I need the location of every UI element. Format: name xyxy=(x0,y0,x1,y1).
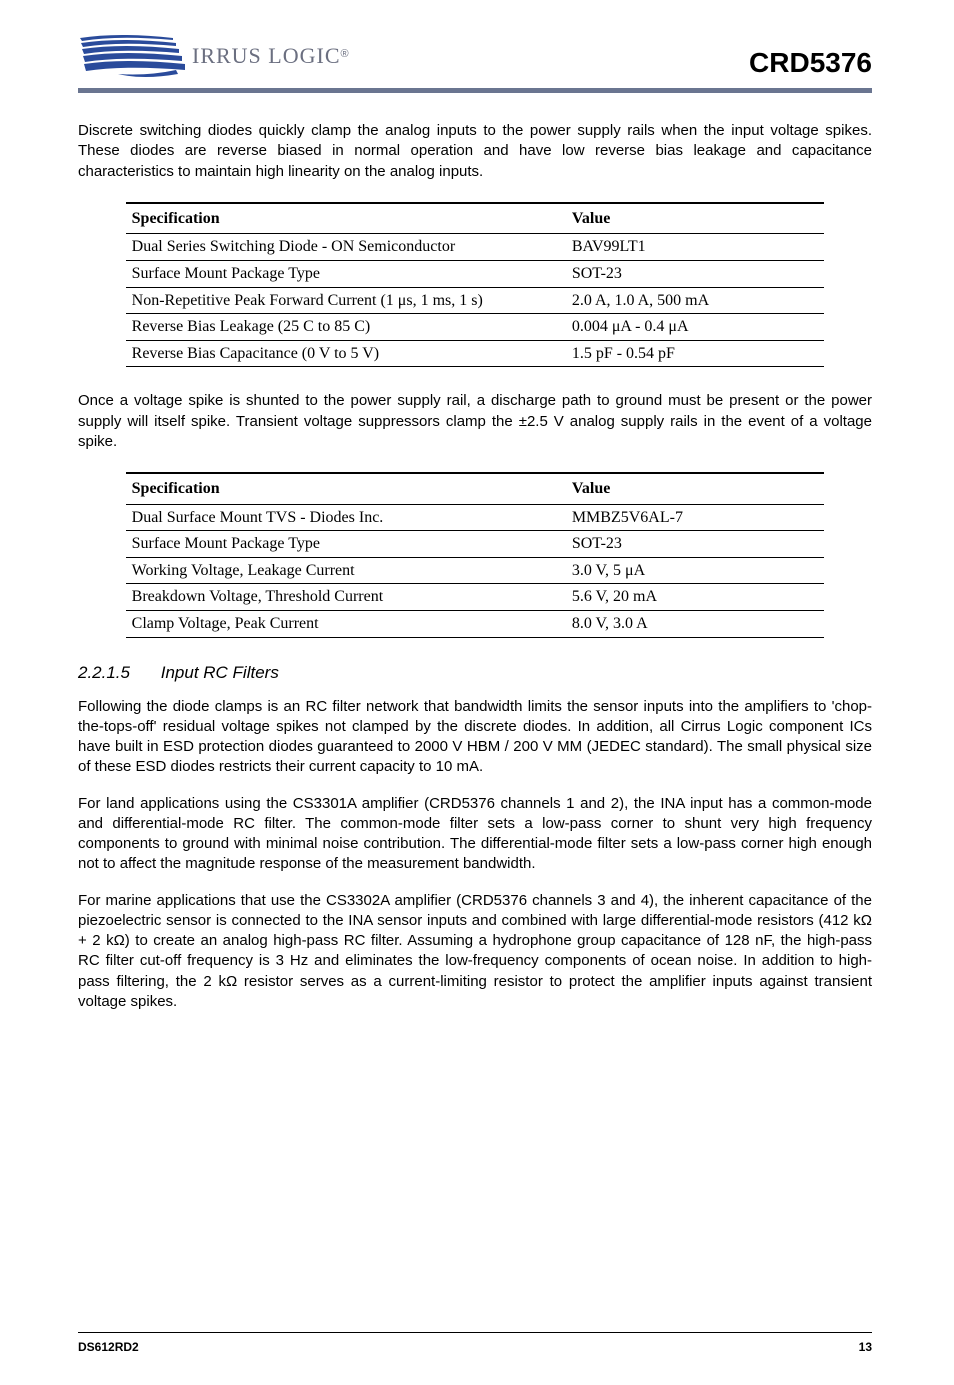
table-row: Surface Mount Package TypeSOT-23 xyxy=(126,531,825,558)
table-row: Clamp Voltage, Peak Current8.0 V, 3.0 A xyxy=(126,611,825,638)
th-spec: Specification xyxy=(126,473,566,504)
table-row: Reverse Bias Leakage (25 C to 85 C)0.004… xyxy=(126,314,825,341)
section-number: 2.2.1.5 xyxy=(78,662,156,685)
spec-table-tvs: Specification Value Dual Surface Mount T… xyxy=(126,472,825,638)
paragraph-tvs: Once a voltage spike is shunted to the p… xyxy=(78,391,872,452)
logo-text: IRRUS LOGIC® xyxy=(192,41,349,71)
logo: IRRUS LOGIC® xyxy=(78,30,349,82)
paragraph-intro-diodes: Discrete switching diodes quickly clamp … xyxy=(78,121,872,182)
table-row: Breakdown Voltage, Threshold Current5.6 … xyxy=(126,584,825,611)
table-row: Dual Surface Mount TVS - Diodes Inc.MMBZ… xyxy=(126,504,825,531)
doc-title: CRD5376 xyxy=(749,44,872,82)
paragraph-marine-app: For marine applications that use the CS3… xyxy=(78,891,872,1013)
spec-table-switching-diode: Specification Value Dual Series Switchin… xyxy=(126,202,825,368)
registered-icon: ® xyxy=(341,48,349,60)
table-row: Dual Series Switching Diode - ON Semicon… xyxy=(126,234,825,261)
section-heading-rc-filters: 2.2.1.5 Input RC Filters xyxy=(78,662,872,685)
header-rule xyxy=(78,88,872,93)
footer-page-number: 13 xyxy=(859,1339,872,1355)
table-row: Working Voltage, Leakage Current3.0 V, 5… xyxy=(126,557,825,584)
paragraph-land-app: For land applications using the CS3301A … xyxy=(78,794,872,875)
table-row: Reverse Bias Capacitance (0 V to 5 V)1.5… xyxy=(126,340,825,367)
th-value: Value xyxy=(566,473,825,504)
th-spec: Specification xyxy=(126,203,566,234)
th-value: Value xyxy=(566,203,825,234)
cirrus-logo-icon xyxy=(78,30,188,82)
section-title: Input RC Filters xyxy=(161,663,279,682)
paragraph-rc-filter-intro: Following the diode clamps is an RC filt… xyxy=(78,697,872,778)
footer-rule xyxy=(78,1332,872,1333)
table-row: Surface Mount Package TypeSOT-23 xyxy=(126,260,825,287)
page-header: IRRUS LOGIC® CRD5376 xyxy=(78,30,872,82)
footer-doc-id: DS612RD2 xyxy=(78,1339,139,1355)
page-footer: DS612RD2 13 xyxy=(78,1339,872,1355)
table-row: Non-Repetitive Peak Forward Current (1 μ… xyxy=(126,287,825,314)
